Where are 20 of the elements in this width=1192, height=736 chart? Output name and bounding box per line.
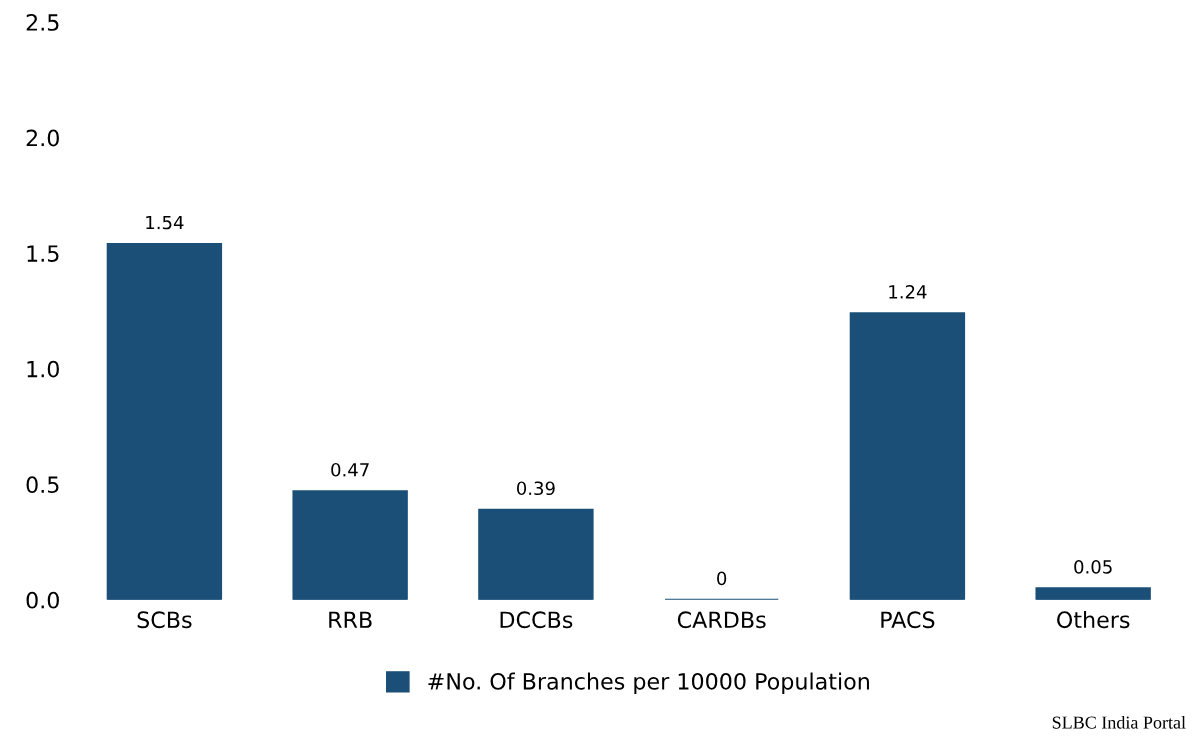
x-tick-label: CARDBs: [677, 611, 766, 629]
data-label: 0.39: [516, 481, 555, 496]
y-tick-label: 0.0: [26, 591, 59, 609]
y-tick-label: 2.0: [26, 129, 59, 147]
data-label: 0.47: [331, 462, 369, 477]
x-tick-label: RRB: [329, 611, 372, 628]
y-tick-label: 0.5: [26, 476, 59, 494]
y-tick-label: 1.0: [27, 360, 59, 378]
data-label: 0.05: [1074, 560, 1112, 574]
y-tick-label: 1.5: [27, 245, 59, 262]
x-tick-label: Others: [1057, 610, 1130, 629]
text: SLBC India Portal: [1052, 715, 1186, 729]
data-label: 1.24: [889, 285, 927, 299]
data-label: 0: [717, 571, 727, 586]
legend-label: #No. Of Branches per 10000 Population: [428, 672, 869, 695]
x-tick-label: DCCBs: [500, 611, 573, 629]
data-label: 1.54: [146, 215, 184, 230]
x-tick-label: SCBs: [137, 611, 192, 629]
y-tick-label: 2.5: [26, 14, 59, 31]
x-tick-label: PACS: [881, 611, 935, 629]
